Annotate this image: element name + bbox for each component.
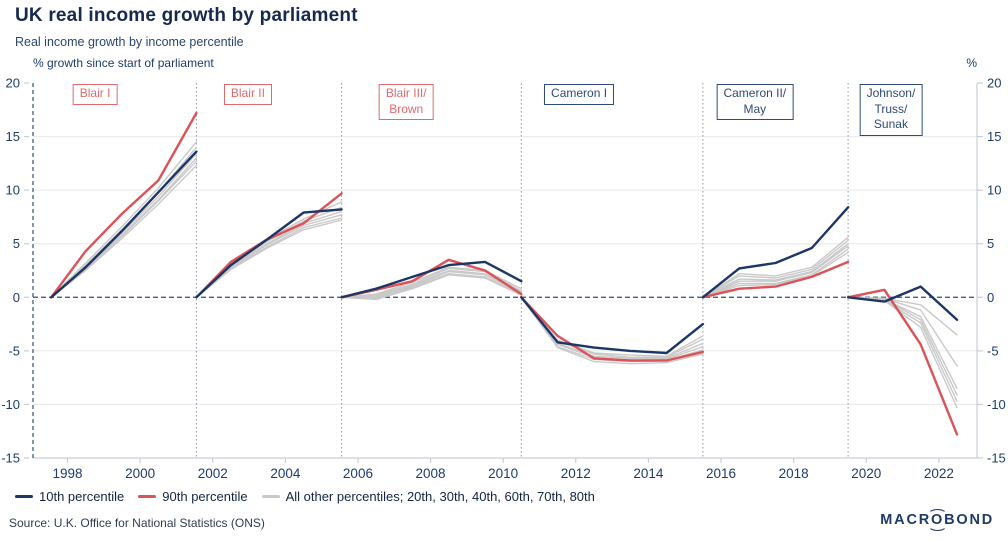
y-tick-label-left: 5 <box>13 236 20 251</box>
y-tick-label-right: 20 <box>987 76 1001 91</box>
legend-swatch-other-percentiles <box>261 494 280 499</box>
y-tick-label-left: -15 <box>1 451 20 466</box>
series-other-percentiles <box>195 219 343 298</box>
series-other-percentiles <box>195 201 343 298</box>
x-tick-label: 2000 <box>125 466 155 481</box>
series-other-percentiles <box>340 269 522 298</box>
x-tick-label: 1998 <box>52 466 82 481</box>
legend-swatch-10th-percentile <box>15 494 33 499</box>
y-tick-label-right: -15 <box>987 451 1006 466</box>
y-tick-label-left: 0 <box>13 290 20 305</box>
x-tick-label: 2018 <box>779 466 809 481</box>
legend-swatch-90th-percentile <box>138 494 157 499</box>
series-10th-percentile <box>50 150 198 299</box>
series-other-percentiles <box>340 270 522 298</box>
legend-item-others: All other percentiles; 20th, 30th, 40th,… <box>261 489 595 504</box>
y-tick-label-left: 20 <box>6 76 20 91</box>
series-10th-percentile <box>846 285 959 321</box>
legend-item-10th: 10th percentile <box>15 489 124 504</box>
y-axis-unit-left: % growth since start of parliament <box>33 56 214 70</box>
x-tick-label: 2006 <box>343 466 373 481</box>
y-tick-label-right: 15 <box>987 129 1001 144</box>
x-tick-label: 2008 <box>416 466 446 481</box>
series-other-percentiles <box>195 214 343 298</box>
x-tick-label: 2004 <box>270 466 301 481</box>
series-other-percentiles <box>702 242 849 298</box>
series-other-percentiles <box>702 236 849 298</box>
logo-orbit-o-icon: O <box>927 509 948 531</box>
y-tick-label-left: 15 <box>6 129 20 144</box>
legend-label-90th-percentile: 90th percentile <box>162 489 248 504</box>
page-title: UK real income growth by parliament <box>15 5 358 26</box>
series-other-percentiles <box>195 217 343 298</box>
series-10th-percentile <box>520 296 705 355</box>
legend-item-90th: 90th percentile <box>138 489 248 504</box>
y-tick-label-right: 10 <box>987 183 1001 198</box>
series-90th-percentile <box>846 288 959 436</box>
x-tick-label: 2014 <box>633 466 664 481</box>
y-tick-label-right: -5 <box>987 343 999 358</box>
logo-text: BOND <box>944 512 994 528</box>
series-other-percentiles <box>340 274 522 301</box>
x-tick-label: 2016 <box>706 466 736 481</box>
legend: 10th percentile 90th percentile All othe… <box>15 489 595 504</box>
logo-text: MACR <box>880 512 931 528</box>
series-other-percentiles <box>702 239 849 298</box>
page-subtitle: Real income growth by income percentile <box>15 35 244 49</box>
series-other-percentiles <box>50 141 198 298</box>
series-other-percentiles <box>340 273 522 300</box>
y-tick-label-left: 10 <box>6 183 20 198</box>
series-other-percentiles <box>520 296 704 365</box>
series-10th-percentile <box>701 206 850 299</box>
y-axis-unit-right: % <box>966 56 977 70</box>
x-tick-label: 2022 <box>924 466 954 481</box>
x-tick-label: 2002 <box>198 466 228 481</box>
series-other-percentiles <box>195 210 343 298</box>
series-other-percentiles <box>702 248 849 298</box>
series-other-percentiles <box>847 296 958 402</box>
series-10th-percentile <box>340 260 523 299</box>
legend-label-10th-percentile: 10th percentile <box>39 489 125 504</box>
series-90th-percentile <box>50 111 198 299</box>
x-tick-label: 2012 <box>561 466 591 481</box>
series-other-percentiles <box>702 245 849 298</box>
series-other-percentiles <box>702 251 849 298</box>
series-90th-percentile <box>701 260 850 299</box>
y-tick-label-right: 0 <box>987 290 994 305</box>
y-tick-label-right: -10 <box>987 397 1006 412</box>
source-text: Source: U.K. Office for National Statist… <box>9 516 265 530</box>
x-tick-label: 2020 <box>851 466 881 481</box>
y-tick-label-left: -10 <box>1 397 20 412</box>
macrobond-logo: MACROBOND <box>880 509 994 531</box>
legend-label-other-percentiles: All other percentiles; 20th, 30th, 40th,… <box>285 489 595 504</box>
x-tick-label: 2010 <box>488 466 518 481</box>
y-tick-label-left: -5 <box>8 343 20 358</box>
series-10th-percentile <box>195 208 343 299</box>
y-tick-label-right: 5 <box>987 236 994 251</box>
series-90th-percentile <box>520 296 705 362</box>
